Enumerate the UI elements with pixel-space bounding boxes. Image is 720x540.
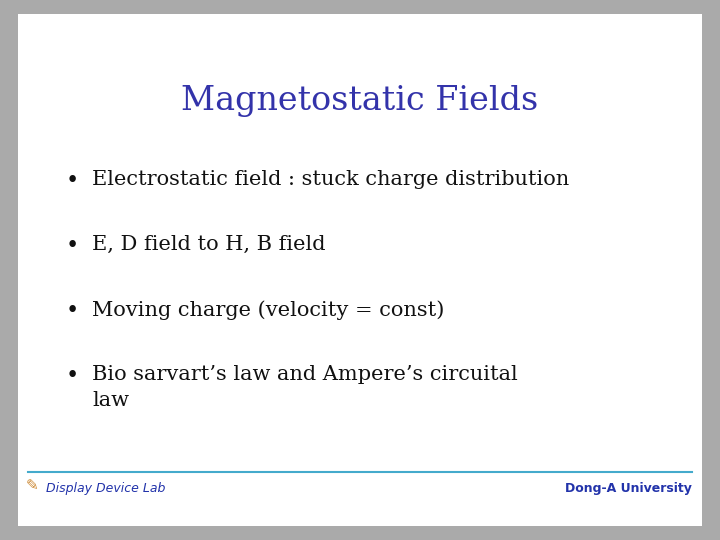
Text: Moving charge (velocity = const): Moving charge (velocity = const) bbox=[92, 300, 444, 320]
Text: •: • bbox=[66, 235, 78, 257]
Text: E, D field to H, B field: E, D field to H, B field bbox=[92, 235, 325, 254]
Text: Electrostatic field : stuck charge distribution: Electrostatic field : stuck charge distr… bbox=[92, 170, 570, 189]
Text: Bio sarvart’s law and Ampere’s circuital
law: Bio sarvart’s law and Ampere’s circuital… bbox=[92, 365, 518, 410]
Text: ✎: ✎ bbox=[26, 478, 38, 493]
Text: Magnetostatic Fields: Magnetostatic Fields bbox=[181, 85, 539, 117]
Text: Dong-A University: Dong-A University bbox=[565, 482, 692, 495]
Text: •: • bbox=[66, 170, 78, 192]
Text: Display Device Lab: Display Device Lab bbox=[46, 482, 166, 495]
Text: •: • bbox=[66, 365, 78, 387]
Text: •: • bbox=[66, 300, 78, 322]
